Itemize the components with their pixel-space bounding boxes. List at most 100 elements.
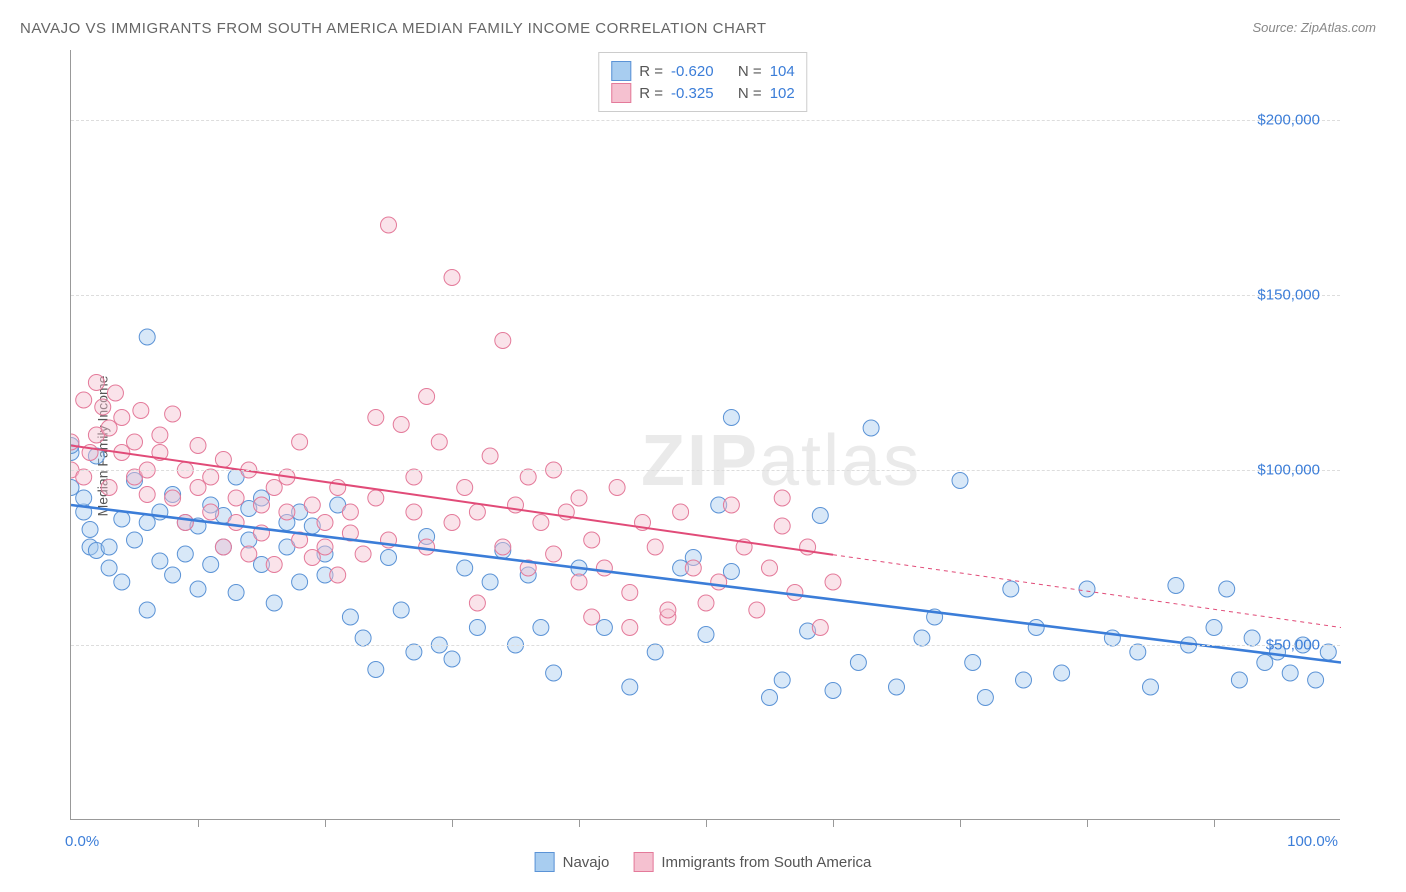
scatter-point (304, 550, 320, 566)
scatter-point (1168, 578, 1184, 594)
scatter-point (584, 609, 600, 625)
xtick-left: 0.0% (65, 833, 99, 850)
scatter-point (203, 504, 219, 520)
scatter-point (457, 560, 473, 576)
stat-r-value: -0.620 (671, 63, 714, 80)
scatter-point (673, 504, 689, 520)
scatter-point (584, 532, 600, 548)
bottom-legend: Navajo Immigrants from South America (535, 852, 872, 872)
legend-swatch (535, 852, 555, 872)
scatter-point (381, 550, 397, 566)
scatter-point (139, 487, 155, 503)
scatter-point (622, 679, 638, 695)
scatter-point (495, 333, 511, 349)
scatter-point (133, 403, 149, 419)
scatter-point (469, 595, 485, 611)
scatter-point (76, 490, 92, 506)
scatter-point (1143, 679, 1159, 695)
scatter-point (330, 567, 346, 583)
stat-r-value: -0.325 (671, 85, 714, 102)
scatter-point (457, 480, 473, 496)
scatter-point (546, 546, 562, 562)
scatter-point (177, 546, 193, 562)
scatter-point (647, 539, 663, 555)
stat-n-label: N = (738, 63, 762, 80)
scatter-point (165, 567, 181, 583)
legend-swatch (633, 852, 653, 872)
scatter-point (393, 417, 409, 433)
scatter-point (190, 581, 206, 597)
trend-line-dashed (833, 555, 1341, 628)
gridline (71, 470, 1340, 471)
scatter-point (774, 518, 790, 534)
legend-swatch (611, 83, 631, 103)
scatter-point (101, 480, 117, 496)
plot-area: ZIPatlas $50,000$100,000$150,000$200,000 (70, 50, 1340, 820)
scatter-point (114, 574, 130, 590)
scatter-point (711, 574, 727, 590)
ytick-label: $50,000 (1266, 637, 1320, 654)
scatter-point (723, 410, 739, 426)
xtick (452, 819, 453, 827)
stat-n-value: 104 (770, 63, 795, 80)
scatter-point (254, 497, 270, 513)
scatter-point (1308, 672, 1324, 688)
scatter-point (1282, 665, 1298, 681)
scatter-point (304, 497, 320, 513)
scatter-point (1054, 665, 1070, 681)
scatter-point (1003, 581, 1019, 597)
xtick (325, 819, 326, 827)
scatter-point (203, 469, 219, 485)
scatter-point (228, 585, 244, 601)
scatter-point (419, 389, 435, 405)
scatter-point (787, 585, 803, 601)
scatter-point (965, 655, 981, 671)
scatter-point (469, 620, 485, 636)
scatter-point (355, 630, 371, 646)
scatter-point (165, 406, 181, 422)
scatter-point (393, 602, 409, 618)
scatter-point (406, 469, 422, 485)
scatter-point (444, 270, 460, 286)
xtick-right: 100.0% (1287, 833, 1338, 850)
scatter-point (381, 217, 397, 233)
scatter-point (292, 434, 308, 450)
scatter-point (825, 574, 841, 590)
scatter-point (368, 410, 384, 426)
scatter-point (1079, 581, 1095, 597)
scatter-point (622, 620, 638, 636)
scatter-point (609, 480, 625, 496)
stats-legend: R = -0.620 N = 104 R = -0.325 N = 102 (598, 52, 807, 112)
scatter-point (330, 480, 346, 496)
scatter-point (571, 574, 587, 590)
scatter-point (279, 504, 295, 520)
stat-n-label: N = (738, 85, 762, 102)
scatter-point (368, 662, 384, 678)
scatter-point (495, 539, 511, 555)
scatter-point (355, 546, 371, 562)
scatter-point (190, 480, 206, 496)
scatter-point (749, 602, 765, 618)
scatter-point (1219, 581, 1235, 597)
scatter-point (952, 473, 968, 489)
scatter-point (88, 375, 104, 391)
ytick-label: $200,000 (1257, 112, 1320, 129)
scatter-point (241, 546, 257, 562)
stat-n-value: 102 (770, 85, 795, 102)
scatter-point (177, 515, 193, 531)
scatter-point (762, 560, 778, 576)
scatter-point (82, 522, 98, 538)
scatter-point (266, 480, 282, 496)
correlation-chart: NAVAJO VS IMMIGRANTS FROM SOUTH AMERICA … (20, 20, 1386, 872)
ytick-label: $150,000 (1257, 287, 1320, 304)
legend-label: Navajo (563, 854, 610, 871)
scatter-point (101, 560, 117, 576)
scatter-point (266, 557, 282, 573)
scatter-point (444, 651, 460, 667)
scatter-point (76, 392, 92, 408)
source-label: Source: ZipAtlas.com (1252, 20, 1376, 35)
scatter-point (914, 630, 930, 646)
scatter-point (342, 504, 358, 520)
scatter-point (482, 448, 498, 464)
xtick (960, 819, 961, 827)
